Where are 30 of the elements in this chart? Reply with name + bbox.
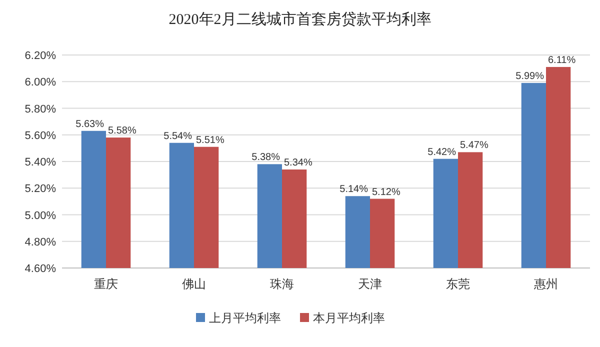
data-label: 5.38% xyxy=(252,152,280,164)
y-tick-label: 5.60% xyxy=(24,130,56,142)
y-tick-label: 4.60% xyxy=(24,263,56,275)
data-label: 5.51% xyxy=(196,134,224,146)
x-tick-label: 珠海 xyxy=(270,277,294,291)
y-tick-label: 6.20% xyxy=(24,50,56,62)
data-label: 5.54% xyxy=(164,130,192,142)
x-tick-label: 天津 xyxy=(358,277,382,291)
data-label: 5.14% xyxy=(340,184,368,196)
data-label: 6.11% xyxy=(548,54,576,66)
legend-label: 本月平均利率 xyxy=(313,311,385,325)
data-label: 5.58% xyxy=(108,126,136,137)
data-label: 5.42% xyxy=(428,146,456,158)
y-tick-label: 5.80% xyxy=(24,103,56,116)
y-tick-label: 5.40% xyxy=(24,156,56,168)
data-label: 5.47% xyxy=(460,140,488,152)
data-label: 5.63% xyxy=(76,118,104,130)
y-tick-label: 6.00% xyxy=(24,76,56,89)
y-tick-label: 4.80% xyxy=(24,236,56,248)
data-label: 5.12% xyxy=(372,186,400,198)
data-label: 5.34% xyxy=(284,157,312,168)
x-tick-label: 佛山 xyxy=(182,277,206,291)
y-tick-label: 5.00% xyxy=(24,210,56,222)
chart-title: 2020年2月二线城市首套房贷款平均利率 xyxy=(168,11,432,28)
y-tick-label: 5.20% xyxy=(24,183,56,196)
legend-label: 上月平均利率 xyxy=(209,311,281,325)
x-tick-label: 东莞 xyxy=(446,277,470,291)
x-tick-label: 惠州 xyxy=(533,277,558,291)
data-label: 5.99% xyxy=(516,70,544,82)
x-tick-label: 重庆 xyxy=(94,277,118,291)
